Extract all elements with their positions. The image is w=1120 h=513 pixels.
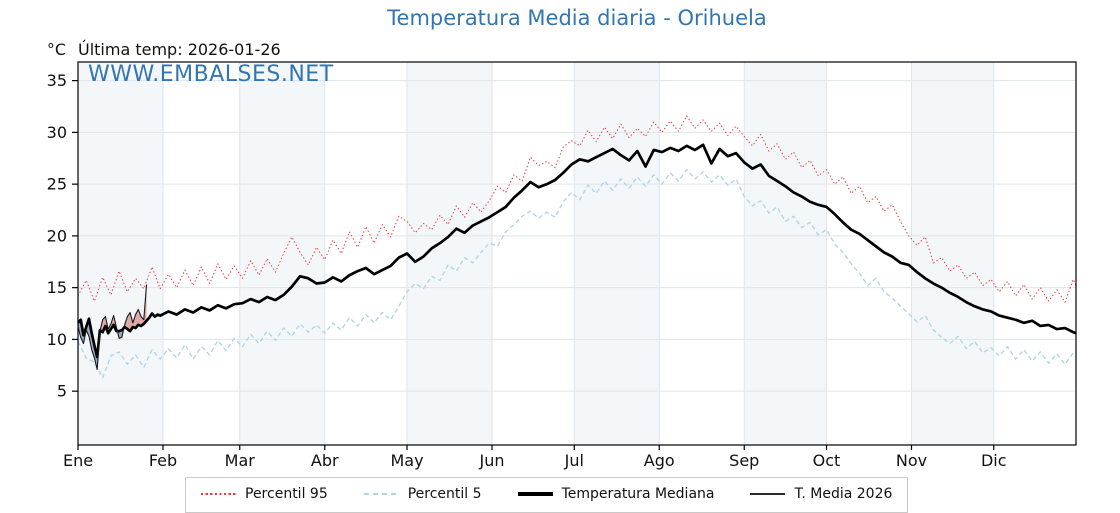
y-tick-label: 30	[47, 123, 67, 142]
x-tick-label: Mar	[225, 451, 256, 470]
month-band	[78, 62, 163, 445]
x-tick-label: Jul	[564, 451, 584, 470]
x-tick-label: Feb	[149, 451, 177, 470]
x-tick-label: Oct	[813, 451, 841, 470]
x-tick-label: Ene	[63, 451, 93, 470]
legend: Percentil 95 Percentil 5 Temperatura Med…	[185, 477, 908, 513]
x-tick-label: Abr	[311, 451, 339, 470]
x-tick-label: Jun	[479, 451, 505, 470]
y-tick-label: 20	[47, 226, 67, 245]
y-tick-label: 25	[47, 175, 67, 194]
x-tick-label: Sep	[729, 451, 759, 470]
x-tick-label: Dic	[981, 451, 1007, 470]
x-tick-label: Nov	[896, 451, 927, 470]
y-tick-label: 5	[57, 382, 67, 401]
month-band	[240, 62, 325, 445]
month-band	[744, 62, 826, 445]
median-line-sample-icon	[518, 492, 553, 496]
x-tick-label: May	[390, 451, 423, 470]
x-tick-label: Ago	[644, 451, 675, 470]
p95-line-sample-icon	[201, 493, 236, 495]
y-tick-label: 35	[47, 71, 67, 90]
p5-line-sample-icon	[364, 493, 399, 495]
watermark-text: WWW.EMBALSES.NET	[88, 62, 334, 87]
month-band	[574, 62, 659, 445]
t2026-line-sample-icon	[750, 493, 785, 495]
y-tick-label: 15	[47, 278, 67, 297]
y-tick-label: 10	[47, 330, 67, 349]
month-band	[911, 62, 993, 445]
month-band	[407, 62, 492, 445]
